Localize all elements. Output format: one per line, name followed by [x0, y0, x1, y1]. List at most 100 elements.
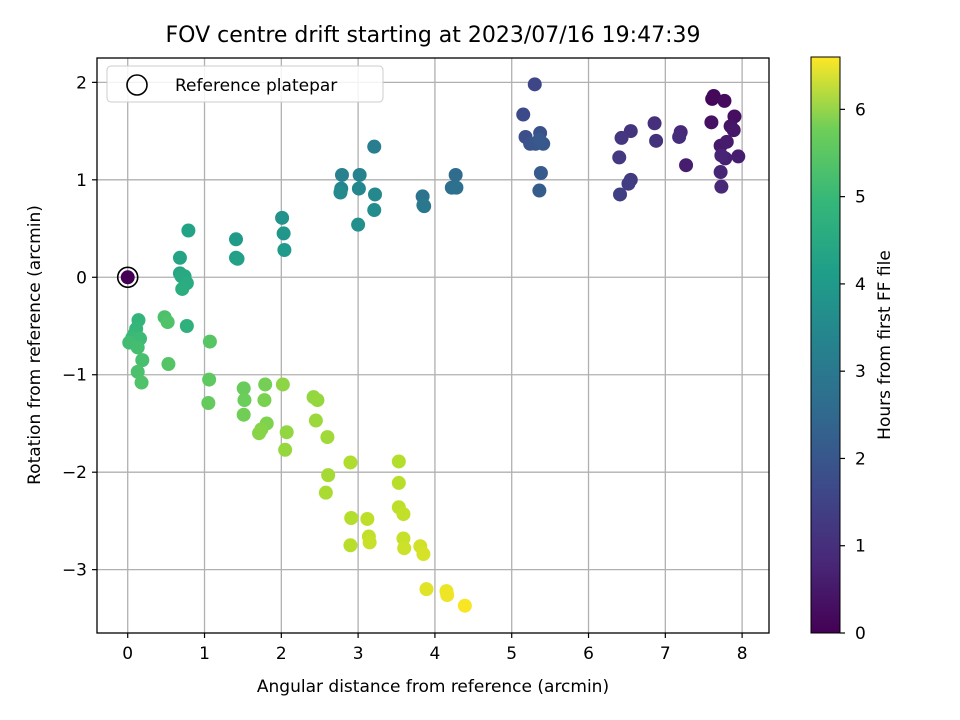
data-point [527, 77, 542, 92]
data-point [175, 281, 190, 296]
legend: Reference platepar [106, 65, 384, 103]
data-point [229, 232, 244, 247]
data-point [321, 468, 336, 483]
data-point [130, 340, 145, 355]
y-tick-label: −3 [62, 561, 87, 581]
data-point [344, 511, 359, 525]
data-point [257, 393, 272, 408]
data-point [130, 364, 145, 379]
data-point [397, 541, 412, 556]
data-point [278, 442, 293, 457]
data-point [352, 167, 367, 182]
grid [97, 58, 769, 633]
data-point [179, 319, 194, 334]
data-point [614, 130, 629, 145]
data-point [367, 139, 382, 154]
data-point [672, 129, 687, 144]
data-point [258, 377, 273, 392]
data-point [726, 123, 741, 138]
y-tick-label: −1 [62, 366, 87, 386]
data-point [308, 413, 323, 428]
data-point [333, 185, 348, 200]
data-point [277, 242, 292, 257]
chart-title: FOV centre drift starting at 2023/07/16 … [166, 23, 701, 48]
data-point [396, 507, 411, 522]
x-tick-label: 1 [199, 644, 210, 664]
data-point [714, 148, 729, 163]
data-point [343, 455, 358, 470]
x-tick-label: 7 [660, 644, 671, 664]
y-tick-label: 1 [76, 171, 87, 191]
colorbar-tick-label: 2 [855, 449, 866, 469]
colorbar-tick-label: 0 [855, 624, 866, 644]
data-point [202, 372, 217, 387]
data-point [201, 396, 216, 410]
colorbar-tick-label: 5 [855, 188, 866, 208]
reference-ring [116, 266, 139, 289]
data-point [416, 547, 431, 562]
data-point [719, 134, 734, 149]
x-axis-label: Angular distance from reference (arcmin) [257, 677, 609, 697]
data-point [731, 149, 746, 164]
x-tick-label: 3 [353, 644, 364, 664]
colorbar-ticks: 0 1 2 3 4 5 6 [840, 100, 866, 644]
x-tick-label: 6 [583, 644, 594, 664]
colorbar-label: Hours from first FF file [875, 250, 895, 440]
x-tick-label: 0 [122, 644, 133, 664]
colorbar-gradient [810, 56, 841, 634]
data-point [717, 93, 732, 108]
axis-ticks: 0 1 2 3 4 5 6 7 8 2 1 0 −1 −2 −3 [62, 73, 748, 664]
data-point [532, 183, 547, 198]
data-point [706, 89, 721, 104]
data-point [172, 250, 187, 265]
colorbar-tick-label: 4 [855, 275, 866, 295]
y-tick-label: 0 [76, 268, 87, 288]
data-point [181, 223, 196, 238]
legend-box [106, 65, 384, 103]
data-point [236, 407, 251, 422]
legend-label-reference: Reference platepar [175, 76, 337, 96]
data-point [351, 181, 366, 196]
data-point [279, 425, 294, 440]
data-point [161, 357, 176, 372]
colorbar-tick-label: 1 [855, 537, 866, 557]
data-point [236, 381, 251, 396]
data-point [449, 180, 464, 195]
data-point [649, 133, 664, 148]
data-point [310, 393, 325, 408]
data-point [367, 203, 382, 218]
data-point [391, 475, 406, 490]
data-point [647, 116, 662, 131]
data-point [160, 315, 175, 330]
colorbar-tick-label: 6 [855, 100, 866, 120]
y-tick-label: 2 [76, 73, 87, 93]
data-point [516, 107, 531, 122]
data-point [135, 353, 150, 368]
data-point [334, 167, 349, 182]
data-point [679, 158, 694, 173]
x-tick-label: 2 [276, 644, 287, 664]
data-point [252, 426, 267, 441]
data-point [343, 538, 358, 553]
data-point [714, 179, 729, 194]
data-point [318, 485, 333, 500]
data-point [391, 454, 406, 469]
legend-marker-reference [126, 74, 148, 96]
data-point [202, 334, 217, 349]
data-point [613, 187, 628, 202]
data-point [275, 377, 290, 392]
data-point [612, 150, 627, 165]
colorbar-tick-label: 3 [855, 362, 866, 382]
data-point [275, 210, 290, 225]
data-point [532, 132, 547, 147]
data-point [320, 430, 335, 445]
data-points [122, 77, 746, 613]
data-point [416, 198, 431, 213]
data-point [419, 582, 434, 597]
data-point [440, 587, 455, 602]
data-point [457, 598, 472, 613]
data-point [713, 165, 728, 180]
y-axis-label: Rotation from reference (arcmin) [25, 205, 45, 485]
x-tick-label: 5 [506, 644, 517, 664]
data-point [533, 166, 548, 180]
